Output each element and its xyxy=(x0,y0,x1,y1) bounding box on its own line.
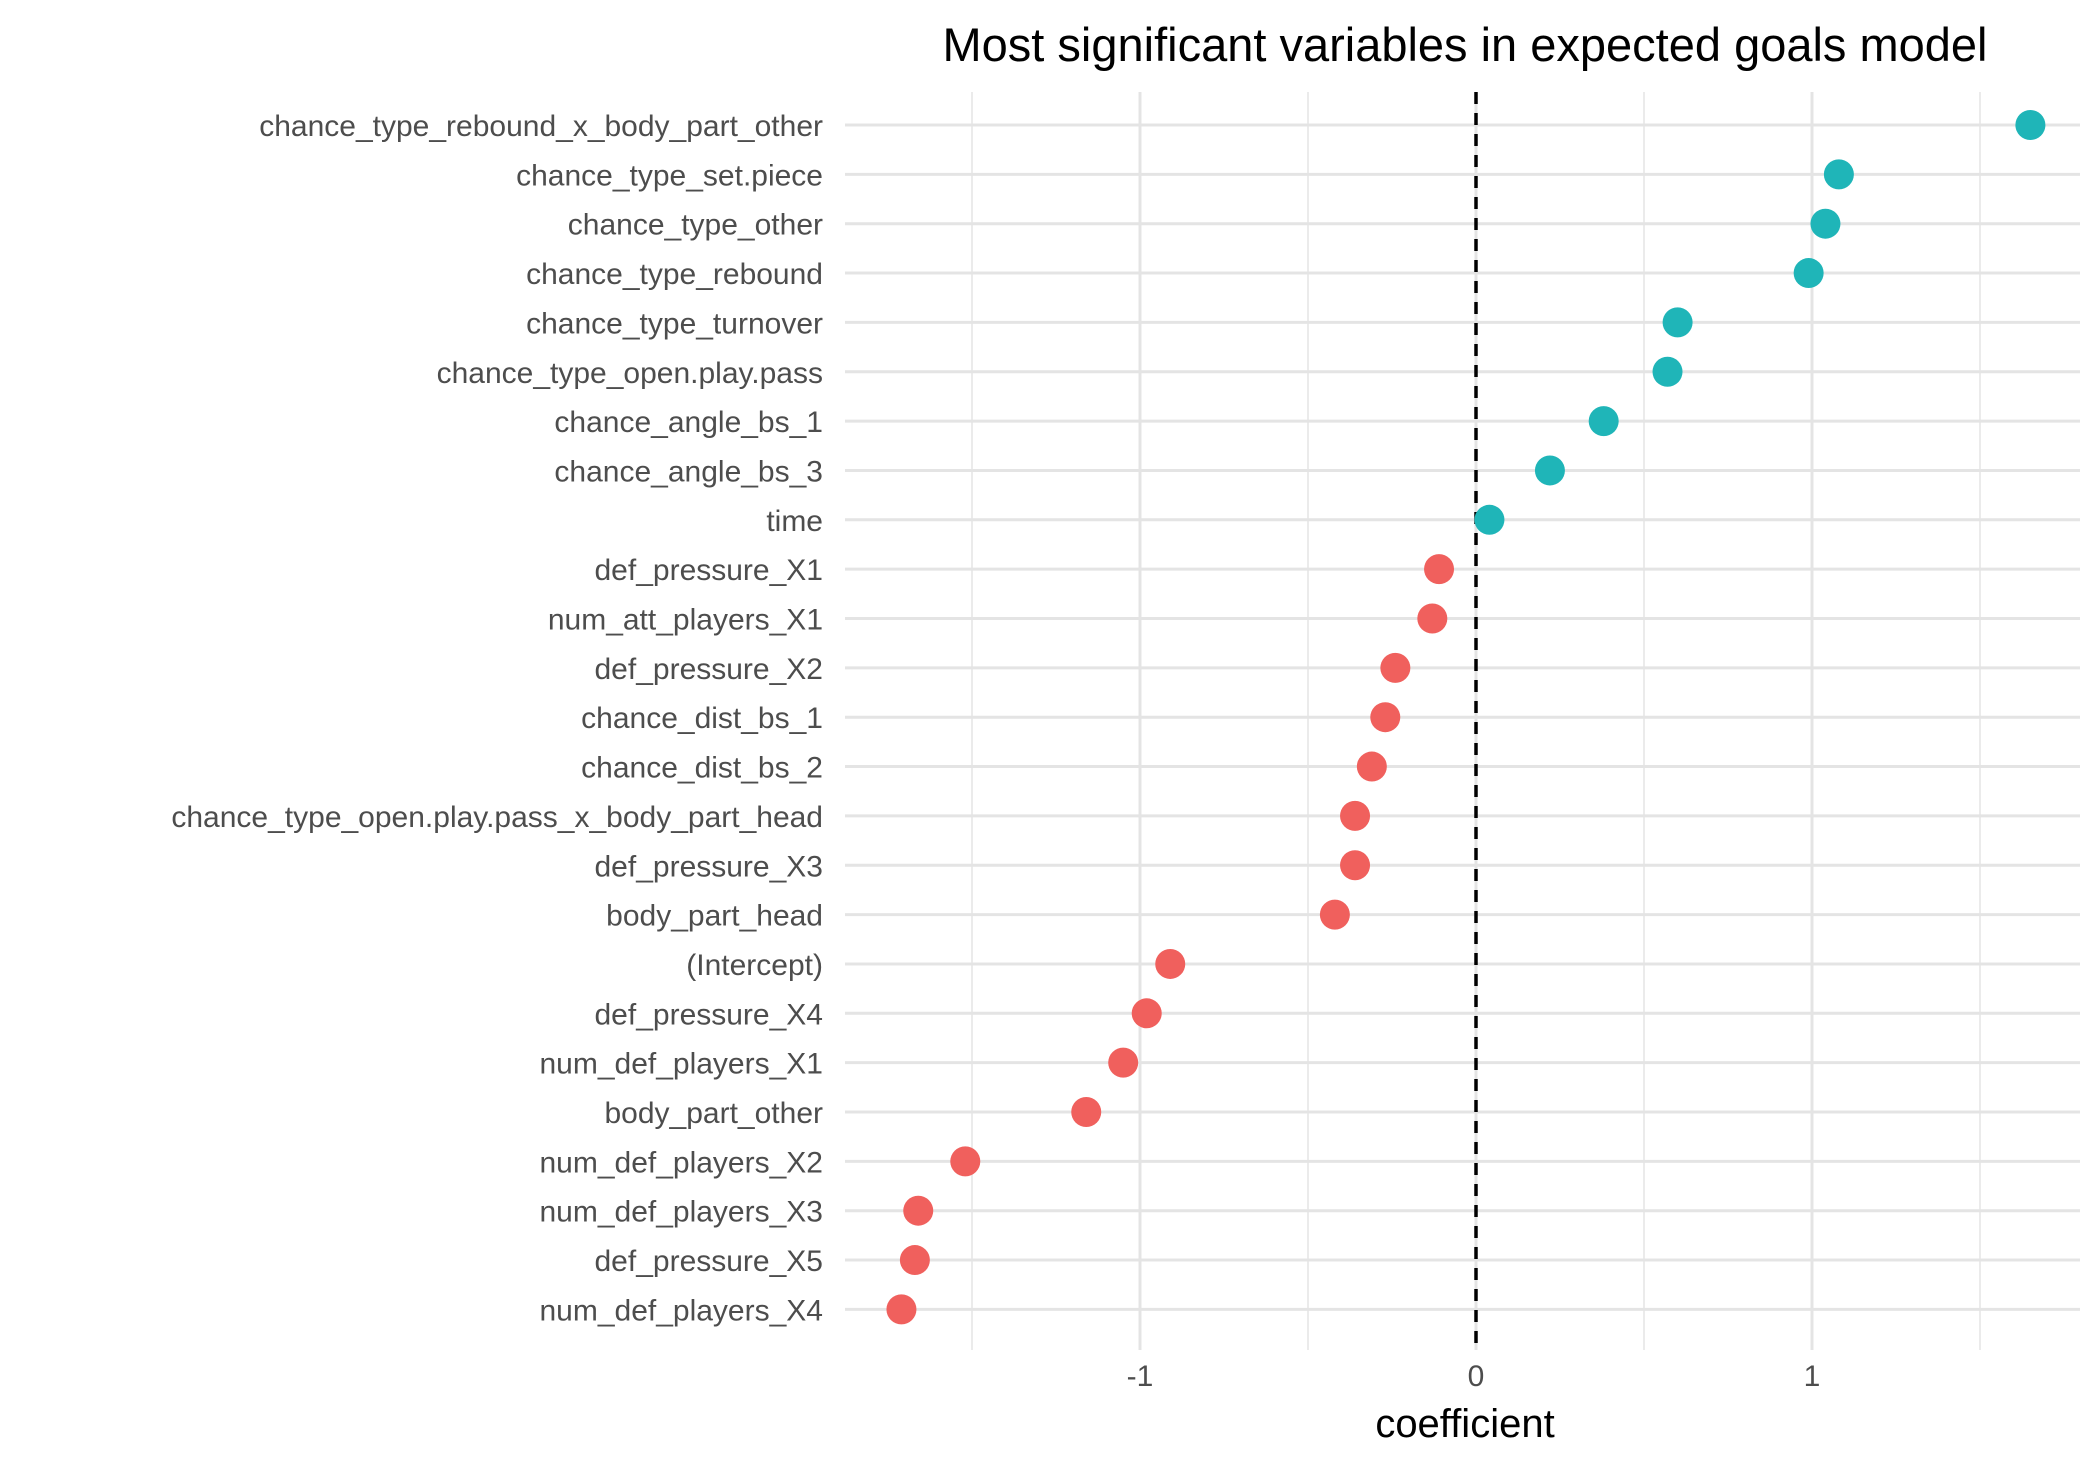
y-axis-labels: chance_type_rebound_x_body_part_othercha… xyxy=(171,110,823,1327)
data-point xyxy=(1652,356,1683,387)
data-point xyxy=(1108,1047,1139,1078)
y-tick-label: chance_type_other xyxy=(568,209,823,242)
data-point xyxy=(1474,504,1505,535)
row-gridlines xyxy=(845,123,2080,1311)
data-point xyxy=(903,1195,934,1226)
x-axis-tick-labels: -1 0 1 xyxy=(1127,1360,1821,1393)
data-point xyxy=(1588,406,1619,437)
y-tick-label: num_def_players_X2 xyxy=(539,1146,823,1179)
y-tick-label: chance_type_rebound xyxy=(526,258,823,291)
data-point xyxy=(1340,800,1371,831)
y-tick-label: body_part_other xyxy=(605,1097,824,1130)
data-point xyxy=(1417,603,1448,634)
y-tick-label: chance_type_turnover xyxy=(526,307,823,340)
y-tick-label: num_def_players_X3 xyxy=(539,1196,823,1229)
chart-title: Most significant variables in expected g… xyxy=(943,18,1988,71)
x-tick-label: 0 xyxy=(1468,1360,1485,1393)
y-tick-label: num_att_players_X1 xyxy=(548,604,823,637)
grid-major xyxy=(1138,92,1814,1350)
data-point xyxy=(1823,159,1854,190)
y-tick-label: chance_type_open.play.pass xyxy=(437,357,823,390)
data-point xyxy=(1356,751,1387,782)
y-tick-label: chance_dist_bs_1 xyxy=(581,702,823,735)
y-tick-label: def_pressure_X5 xyxy=(595,1245,824,1278)
y-tick-label: def_pressure_X4 xyxy=(595,998,824,1031)
y-tick-label: body_part_head xyxy=(606,900,823,933)
x-axis-label: coefficient xyxy=(1375,1402,1554,1446)
data-point xyxy=(1534,455,1565,486)
data-points xyxy=(886,110,2046,1325)
data-point xyxy=(1370,702,1401,733)
y-tick-label: chance_type_set.piece xyxy=(516,159,823,192)
data-point xyxy=(1793,258,1824,289)
data-point xyxy=(1071,1097,1102,1127)
y-tick-label: def_pressure_X1 xyxy=(595,554,824,587)
y-tick-label: def_pressure_X3 xyxy=(595,850,824,883)
y-tick-label: num_def_players_X1 xyxy=(539,1048,823,1081)
data-point xyxy=(1131,998,1162,1029)
data-point xyxy=(899,1245,930,1276)
y-tick-label: def_pressure_X2 xyxy=(595,653,824,686)
data-point xyxy=(1380,652,1411,683)
data-point xyxy=(1319,899,1350,930)
data-point xyxy=(1155,948,1186,979)
data-point xyxy=(1662,307,1693,338)
y-tick-label: chance_angle_bs_1 xyxy=(554,406,823,439)
data-point xyxy=(2015,110,2046,140)
data-point xyxy=(950,1146,981,1177)
x-tick-label: 1 xyxy=(1804,1360,1821,1393)
y-tick-label: chance_dist_bs_2 xyxy=(581,752,823,785)
data-point xyxy=(1340,850,1371,881)
y-tick-label: (Intercept) xyxy=(686,949,823,982)
data-point xyxy=(886,1294,917,1325)
y-tick-label: chance_type_open.play.pass_x_body_part_h… xyxy=(171,801,823,834)
data-point xyxy=(1424,554,1455,585)
grid-minor xyxy=(971,92,1981,1350)
data-point xyxy=(1810,208,1841,239)
y-tick-label: chance_type_rebound_x_body_part_other xyxy=(259,110,823,143)
y-tick-label: time xyxy=(766,505,823,538)
x-tick-label: -1 xyxy=(1127,1360,1154,1393)
y-tick-label: num_def_players_X4 xyxy=(539,1294,823,1327)
y-tick-label: chance_angle_bs_3 xyxy=(554,455,823,488)
